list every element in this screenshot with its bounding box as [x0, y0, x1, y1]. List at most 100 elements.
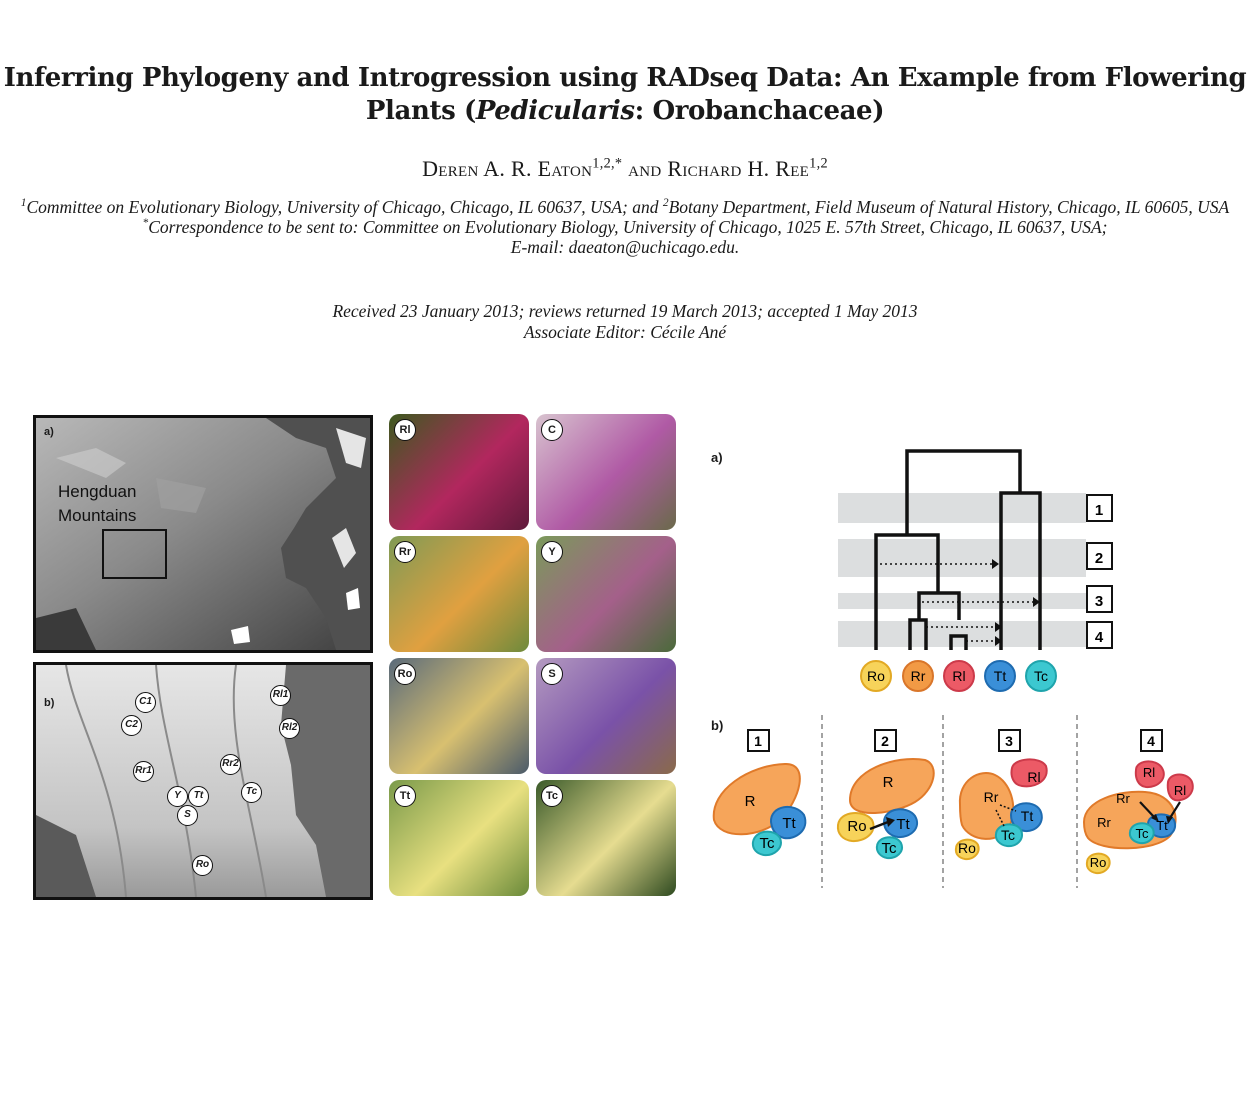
affil-1: Committee on Evolutionary Biology, Unive… — [26, 197, 659, 217]
photo-label-ro: Ro — [394, 663, 416, 685]
s4-rr2: Rr — [1116, 791, 1130, 806]
tip-rl: Rl — [952, 668, 965, 684]
s4-rl2: Rl — [1174, 783, 1186, 798]
author-2: Richard H. Ree — [667, 156, 810, 181]
photo-s: S — [536, 658, 676, 774]
received-info: Received 23 January 2013; reviews return… — [0, 301, 1250, 343]
site-rr1: Rr1 — [133, 761, 154, 782]
terrain-map-a — [36, 418, 370, 650]
event-label-3: 3 — [1095, 593, 1103, 610]
scenario-boxes — [747, 729, 1163, 752]
site-y: Y — [167, 786, 188, 807]
photo-label-tc: Tc — [541, 785, 563, 807]
site-c2: C2 — [121, 715, 142, 736]
s2-tc: Tc — [882, 840, 898, 857]
event-label-2: 2 — [1095, 550, 1103, 567]
region-box — [102, 529, 167, 579]
region-line-2: Mountains — [58, 506, 137, 525]
affil-1-sup: 1 — [20, 197, 27, 210]
tree-panel-label-a: a) — [711, 450, 723, 465]
scenario-2: R Ro Tt Tc — [836, 758, 935, 860]
title-pre: Plants ( — [365, 96, 476, 126]
author-2-sup: 1,2 — [809, 155, 828, 172]
tree-branches — [874, 449, 1042, 650]
panel-label-b: b) — [44, 697, 55, 709]
corr-sup: * — [142, 217, 149, 230]
tip-rr: Rr — [911, 668, 926, 684]
author-1-sup: 1,2,* — [592, 155, 623, 172]
photo-rr: Rr — [389, 536, 529, 652]
photo-y: Y — [536, 536, 676, 652]
photo-label-s: S — [541, 663, 563, 685]
tip-tt: Tt — [994, 668, 1007, 684]
scenario-num-1: 1 — [754, 733, 762, 749]
s2-r: R — [883, 774, 894, 791]
s1-tc: Tc — [760, 835, 776, 852]
associate-editor: Associate Editor: Cécile Ané — [523, 322, 727, 342]
s4-rl1: Rl — [1143, 765, 1155, 780]
title-line-2: Plants (Pedicularis: Orobanchaceae) — [0, 95, 1250, 128]
s2-tt: Tt — [896, 816, 910, 833]
phylogeny-tree: 1 2 3 4 Ro Rr Rl Tt Tc — [838, 449, 1113, 692]
scenario-num-4: 4 — [1147, 733, 1155, 749]
tip-ro-circle — [860, 660, 892, 692]
site-ro: Ro — [192, 855, 213, 876]
s3-rr: Rr — [984, 789, 999, 805]
site-c1: C1 — [135, 692, 156, 713]
scenario-1: R Tt Tc — [712, 762, 807, 857]
genus-name: Pedicularis — [475, 96, 635, 126]
region-line-1: Hengduan — [58, 482, 137, 501]
affiliation-line: 1Committee on Evolutionary Biology, Univ… — [20, 197, 1230, 217]
event-label-4: 4 — [1095, 629, 1104, 646]
event-label-1: 1 — [1095, 502, 1103, 519]
scenario-dividers — [821, 715, 1078, 888]
arrow-heads — [992, 559, 1040, 646]
scenario-4: Rl Rr Rl Rr Tt Tc Ro — [1082, 760, 1194, 875]
introgression-arrows — [880, 563, 1034, 642]
photo-label-rl: Rl — [394, 419, 416, 441]
photo-label-y: Y — [541, 541, 563, 563]
site-tc: Tc — [241, 782, 262, 803]
event-band-4 — [838, 621, 1086, 647]
scenario-diagrams: 1 2 3 4 R Tt Tc R Ro Tt Tc — [712, 715, 1194, 888]
correspondence: Correspondence to be sent to: Committee … — [148, 217, 1108, 237]
photo-c: C — [536, 414, 676, 530]
photo-label-tt: Tt — [394, 785, 416, 807]
s1-r: R — [745, 793, 756, 810]
author-line: Deren A. R. Eaton1,2,* and Richard H. Re… — [0, 156, 1250, 182]
author-and: and — [628, 156, 662, 181]
title-post: : Orobanchaceae) — [634, 96, 885, 126]
s1-tt: Tt — [782, 815, 796, 832]
scenario-num-3: 3 — [1005, 733, 1013, 749]
event-band-1 — [838, 493, 1086, 523]
tree-panel-label-b: b) — [711, 718, 724, 733]
region-label: Hengduan Mountains — [58, 480, 136, 528]
tip-rl-circle — [943, 660, 975, 692]
scenario-num-2: 2 — [881, 733, 889, 749]
photo-label-rr: Rr — [394, 541, 416, 563]
event-band-2 — [838, 539, 1086, 577]
s4-tt: Tt — [1156, 818, 1168, 833]
tip-tc: Tc — [1034, 668, 1048, 684]
site-rl1: Rl1 — [270, 685, 291, 706]
s3-tt: Tt — [1021, 808, 1034, 824]
tip-tc-circle — [1025, 660, 1057, 692]
map-panel-b: b) C1 C2 Rl1 Rl2 Rr1 Rr2 Y Tt S Tc Ro — [33, 662, 373, 900]
photo-ro: Ro — [389, 658, 529, 774]
s3-ro: Ro — [958, 840, 976, 856]
site-rl2: Rl2 — [279, 718, 300, 739]
event-boxes — [1086, 494, 1113, 649]
correspondence-line: *Correspondence to be sent to: Committee… — [20, 217, 1230, 237]
title-line-1: Inferring Phylogeny and Introgression us… — [3, 63, 1247, 93]
tip-ro: Ro — [867, 668, 885, 684]
affiliations: 1Committee on Evolutionary Biology, Univ… — [20, 197, 1230, 257]
site-tt: Tt — [188, 786, 209, 807]
site-rr2: Rr2 — [220, 754, 241, 775]
affil-2-sup: 2 — [662, 197, 669, 210]
paper-title: Inferring Phylogeny and Introgression us… — [0, 62, 1250, 128]
s3-rl: Rl — [1027, 769, 1040, 785]
photo-rl: Rl — [389, 414, 529, 530]
photo-tt: Tt — [389, 780, 529, 896]
event-band-3 — [838, 593, 1086, 609]
author-1: Deren A. R. Eaton — [422, 156, 593, 181]
